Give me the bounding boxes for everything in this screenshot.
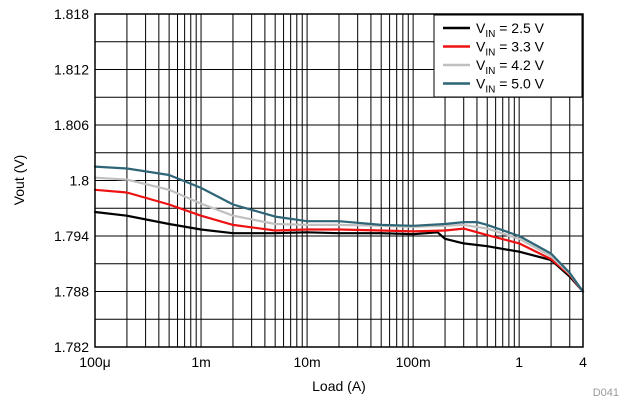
- y-tick-label: 1.818: [54, 6, 89, 22]
- y-axis-title: Vout (V): [11, 155, 27, 206]
- y-tick-label: 1.794: [54, 228, 89, 244]
- figure-id: D041: [593, 387, 619, 399]
- series-layer: [93, 165, 585, 293]
- legend-label: VIN = 3.3 V: [476, 39, 545, 59]
- legend-label: VIN = 5.0 V: [476, 76, 545, 96]
- series-line-4: [93, 165, 585, 293]
- y-tick-labels: 1.782 1.788 1.794 1.8 1.806 1.812 1.818: [54, 6, 89, 355]
- plot-frame: [94, 13, 584, 348]
- y-tick-label: 1.812: [54, 62, 89, 78]
- y-tick-label: 1.788: [54, 284, 89, 300]
- legend-label: VIN = 2.5 V: [476, 20, 545, 40]
- x-tick-label: 1: [515, 354, 523, 370]
- y-tick-label: 1.782: [54, 339, 89, 355]
- x-tick-label: 4: [579, 354, 587, 370]
- x-tick-label: 10m: [293, 354, 320, 370]
- legend-label: VIN = 4.2 V: [476, 57, 545, 77]
- series-line-2: [93, 188, 585, 293]
- x-tick-label: 100m: [396, 354, 431, 370]
- y-tick-label: 1.806: [54, 117, 89, 133]
- y-tick-label: 1.8: [70, 173, 90, 189]
- x-tick-label: 1m: [191, 354, 210, 370]
- x-tick-labels: 100μ 1m 10m 100m 1 4: [79, 354, 587, 370]
- series-line-1: [93, 210, 585, 293]
- x-tick-label: 100μ: [79, 354, 110, 370]
- x-axis-title: Load (A): [312, 378, 366, 394]
